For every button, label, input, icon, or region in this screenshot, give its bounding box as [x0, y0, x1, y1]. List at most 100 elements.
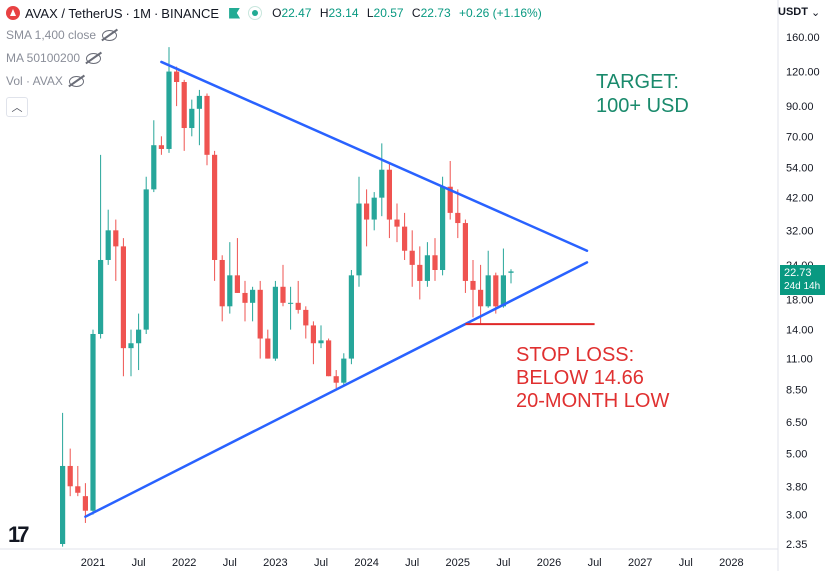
candle	[440, 176, 446, 276]
candle-body	[364, 203, 370, 220]
low-value: 20.57	[373, 6, 404, 20]
separator-dot: ·	[125, 5, 130, 21]
eye-hidden-icon[interactable]	[102, 29, 118, 41]
candle	[60, 412, 66, 547]
target-annotation[interactable]: TARGET: 100+ USD	[596, 70, 689, 118]
candle-body	[234, 275, 240, 293]
candle-body	[500, 275, 506, 307]
price-tick-label: 3.00	[786, 510, 807, 522]
exchange-label[interactable]: BINANCE	[161, 5, 220, 21]
candle	[371, 192, 377, 231]
chevron-down-icon: ⌄	[810, 6, 821, 19]
candle	[105, 209, 111, 265]
price-tick-label: 90.00	[786, 101, 814, 113]
eye-hidden-icon[interactable]	[86, 52, 102, 64]
candle-body	[356, 203, 362, 276]
candle	[120, 238, 126, 377]
candle	[432, 238, 438, 281]
currency-button[interactable]: USDT ⌄	[778, 2, 822, 22]
price-tick-label: 11.00	[786, 354, 813, 366]
avax-logo-icon	[6, 6, 20, 20]
price-tick-label: 2.35	[786, 539, 807, 551]
candle-body	[181, 82, 187, 129]
candle-body	[310, 325, 316, 344]
candle-body	[98, 259, 104, 334]
close-label: C	[411, 6, 421, 20]
candle	[386, 163, 392, 239]
interval-label[interactable]: 1M	[132, 5, 151, 21]
target-line-2: 100+ USD	[596, 95, 689, 117]
candle	[333, 370, 339, 389]
candle-countdown: 24d 14h	[784, 281, 821, 292]
candle-body	[204, 95, 210, 155]
trendline	[160, 60, 589, 252]
candle-body	[143, 189, 149, 330]
tradingview-logo-text: 17	[8, 522, 30, 547]
study-sma[interactable]: SMA 1,400 close	[6, 28, 118, 42]
candle-body	[227, 275, 233, 307]
candle-body	[257, 289, 263, 339]
time-tick-label: 2025	[446, 557, 470, 569]
low-label: L	[366, 6, 374, 20]
time-tick-label: Jul	[314, 557, 328, 569]
candle	[485, 250, 491, 308]
stop-loss-annotation[interactable]: STOP LOSS: BELOW 14.66 20-MONTH LOW	[516, 344, 669, 413]
candle-body	[265, 338, 271, 359]
candle-body	[326, 340, 332, 377]
study-volume-label: Vol · AVAX	[6, 74, 63, 88]
trendline	[84, 261, 589, 518]
eye-hidden-icon[interactable]	[68, 75, 84, 87]
candle	[272, 280, 278, 361]
candle-body	[409, 250, 415, 265]
candle	[242, 280, 248, 322]
study-ma[interactable]: MA 50100200	[6, 51, 102, 65]
stop-line-1: STOP LOSS:	[516, 344, 635, 366]
price-tick-label: 32.00	[786, 225, 814, 237]
change-value: +0.26 (+1.16%)	[458, 6, 542, 20]
candle	[265, 329, 271, 359]
currency-label: USDT	[778, 6, 808, 18]
candle-body	[120, 246, 126, 349]
candle	[250, 286, 256, 322]
price-axis[interactable]: 160.00120.0090.0070.0054.0042.0032.0024.…	[786, 32, 820, 551]
price-tick-label: 5.00	[786, 448, 807, 460]
candle-body	[151, 145, 157, 190]
symbol-legend[interactable]: AVAX / TetherUS · 1M · BINANCE O22.47 H2…	[6, 4, 547, 22]
candle-body	[470, 280, 476, 290]
candle-body	[424, 255, 430, 281]
tradingview-logo[interactable]: 17	[8, 522, 30, 548]
flag-icon[interactable]	[229, 7, 241, 19]
candle	[234, 238, 240, 293]
candle-body	[128, 343, 134, 349]
collapse-legend-button[interactable]: ︿	[6, 97, 28, 117]
candle	[151, 120, 157, 193]
candle-body	[219, 259, 225, 307]
time-tick-label: 2022	[172, 557, 196, 569]
time-tick-label: 2023	[263, 557, 287, 569]
time-axis[interactable]: 2021 Jul 2022 Jul 2023 Jul 2024 Jul 2025 Jul 2026 J…	[81, 557, 744, 569]
candle	[90, 329, 96, 515]
candle-body	[196, 95, 202, 109]
candle-body	[288, 302, 294, 304]
time-tick-label: Jul	[223, 557, 237, 569]
candle-body	[508, 271, 514, 273]
candle-body	[105, 230, 111, 260]
candle	[326, 338, 332, 377]
candle-body	[493, 275, 499, 307]
candle	[136, 313, 142, 371]
chevron-up-icon: ︿	[11, 102, 23, 114]
study-volume[interactable]: Vol · AVAX	[6, 74, 84, 88]
candle	[500, 248, 506, 308]
price-tick-label: 160.00	[786, 32, 820, 44]
study-ma-label: MA 50100200	[6, 51, 81, 65]
study-sma-label: SMA 1,400 close	[6, 28, 97, 42]
candle-body	[318, 340, 324, 344]
candle-body	[303, 309, 309, 326]
price-tick-label: 42.00	[786, 193, 814, 205]
candle	[219, 255, 225, 322]
candle	[75, 465, 81, 497]
candle-body	[455, 212, 461, 224]
symbol-name[interactable]: AVAX / TetherUS	[25, 5, 123, 21]
